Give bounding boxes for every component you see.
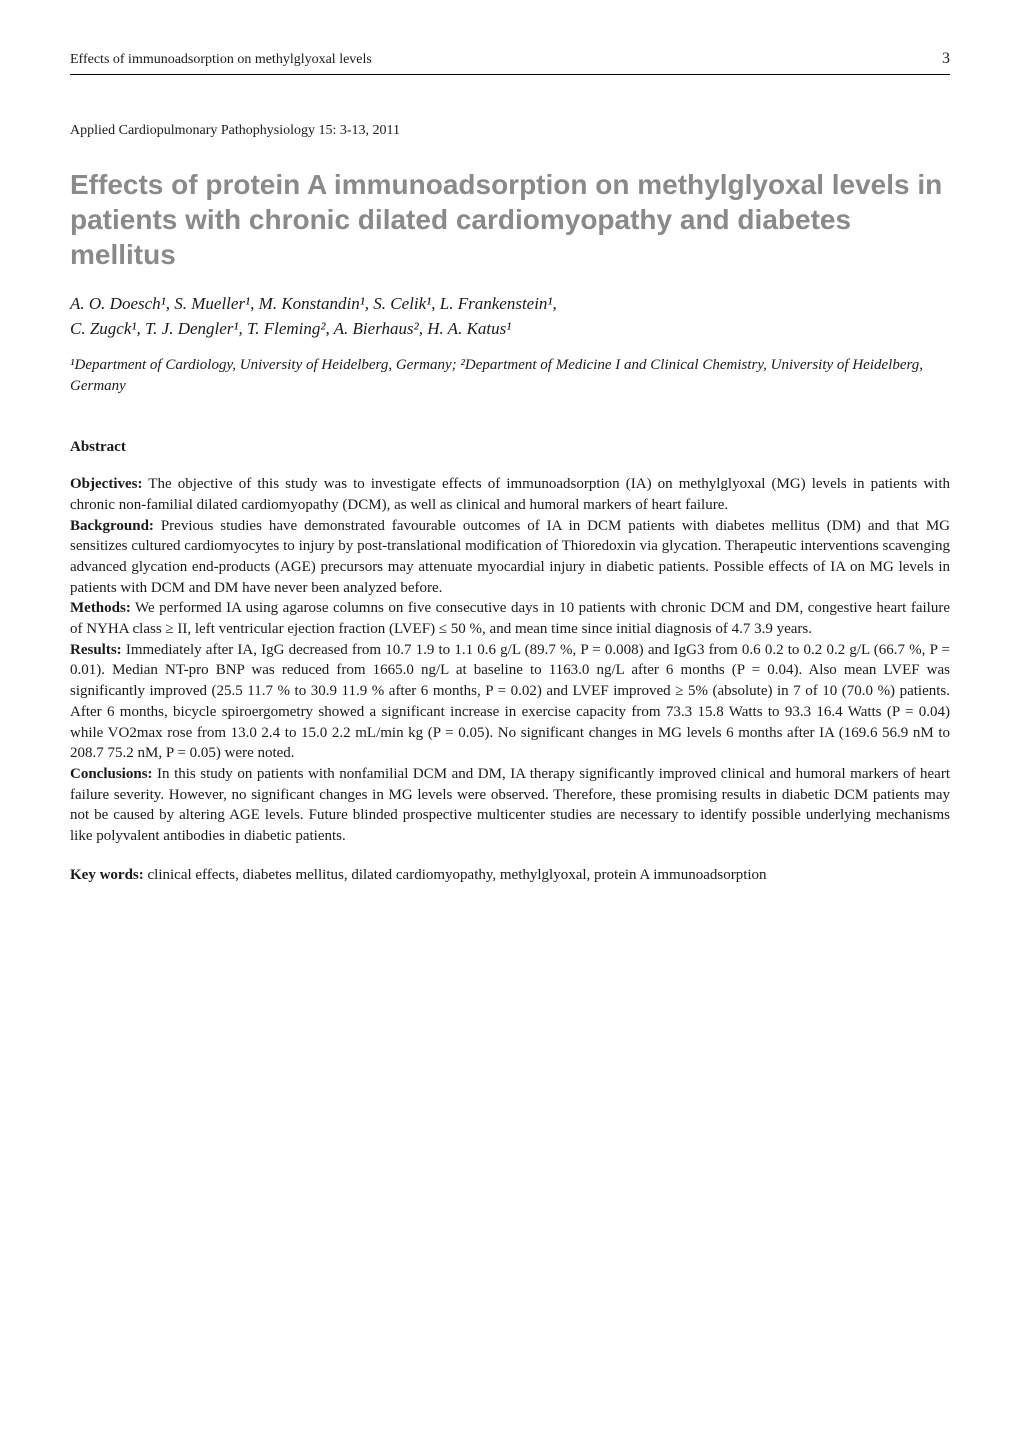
methods-text: We performed IA using agarose columns on… — [70, 600, 950, 637]
article-title: Effects of protein A immunoadsorption on… — [70, 167, 950, 272]
objectives-label: Objectives: — [70, 476, 142, 492]
journal-reference: Applied Cardiopulmonary Pathophysiology … — [70, 123, 950, 139]
abstract-heading: Abstract — [70, 439, 950, 456]
authors-line-2: C. Zugck¹, T. J. Dengler¹, T. Fleming², … — [70, 317, 950, 342]
keywords-text: clinical effects, diabetes mellitus, dil… — [144, 867, 767, 883]
objectives-text: The objective of this study was to inves… — [70, 476, 950, 513]
keywords: Key words: clinical effects, diabetes me… — [70, 865, 950, 886]
page-number: 3 — [942, 50, 950, 68]
authors-line-1: A. O. Doesch¹, S. Mueller¹, M. Konstandi… — [70, 292, 950, 317]
abstract-results: Results: Immediately after IA, IgG decre… — [70, 640, 950, 764]
background-label: Background: — [70, 518, 154, 534]
conclusions-text: In this study on patients with nonfamili… — [70, 766, 950, 844]
abstract-methods: Methods: We performed IA using agarose c… — [70, 598, 950, 639]
conclusions-label: Conclusions: — [70, 766, 153, 782]
affiliations: ¹Department of Cardiology, University of… — [70, 355, 950, 397]
results-label: Results: — [70, 642, 122, 658]
page-header: Effects of immunoadsorption on methylgly… — [70, 50, 950, 75]
background-text: Previous studies have demonstrated favou… — [70, 518, 950, 596]
running-head: Effects of immunoadsorption on methylgly… — [70, 52, 372, 68]
results-text: Immediately after IA, IgG decreased from… — [70, 642, 950, 761]
abstract-body: Objectives: The objective of this study … — [70, 474, 950, 846]
abstract-conclusions: Conclusions: In this study on patients w… — [70, 764, 950, 847]
author-list: A. O. Doesch¹, S. Mueller¹, M. Konstandi… — [70, 292, 950, 341]
keywords-label: Key words: — [70, 867, 144, 883]
abstract-background: Background: Previous studies have demons… — [70, 516, 950, 599]
abstract-objectives: Objectives: The objective of this study … — [70, 474, 950, 515]
methods-label: Methods: — [70, 600, 131, 616]
